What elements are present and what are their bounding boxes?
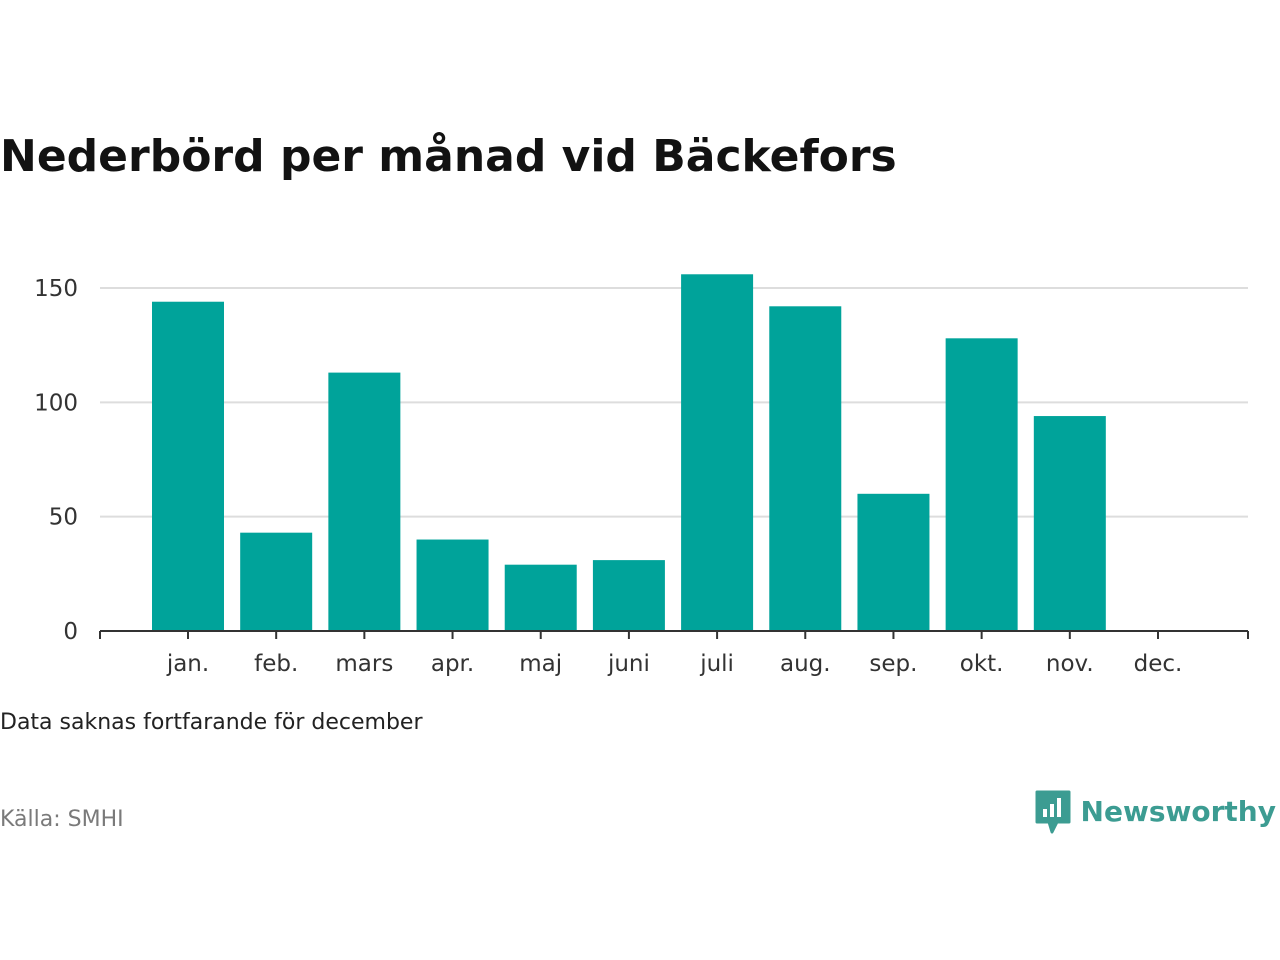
bar <box>681 274 754 631</box>
x-tick-label: feb. <box>254 651 298 677</box>
bar <box>416 539 489 631</box>
bar <box>328 372 401 631</box>
x-tick-label: juni <box>607 651 650 677</box>
y-tick-label: 50 <box>49 505 78 531</box>
x-axis-tick-labels: jan. feb. mars apr. maj juni juli aug. sep. okt. n… <box>166 651 1183 677</box>
y-axis-tick-labels: 0 50 100 150 <box>34 276 78 645</box>
x-tick-label: dec. <box>1134 651 1183 677</box>
brand-name: Newsworthy <box>1080 795 1276 828</box>
x-axis <box>99 630 1249 639</box>
y-tick-label: 150 <box>34 276 78 302</box>
bar-chart: 0 50 100 150 jan. feb. mars apr. maj juni juli aug… <box>34 274 1249 677</box>
y-tick-label: 0 <box>63 619 78 645</box>
x-tick-label: juli <box>699 651 734 677</box>
bar <box>152 301 224 631</box>
bar <box>1033 416 1106 631</box>
x-tick-label: aug. <box>780 651 831 677</box>
brand-logo: Newsworthy <box>1035 790 1276 834</box>
chart-note: Data saknas fortfarande för december <box>0 710 423 735</box>
x-tick-label: maj <box>519 651 562 677</box>
x-tick-label: mars <box>335 651 393 677</box>
bar <box>240 532 313 631</box>
y-tick-label: 100 <box>34 390 78 416</box>
x-tick-label: jan. <box>166 651 209 677</box>
x-tick-label: apr. <box>431 651 474 677</box>
bar-chart-speech-bubble-icon <box>1035 790 1071 834</box>
bar <box>769 306 842 631</box>
bar <box>592 560 665 631</box>
chart-title: Nederbörd per månad vid Bäckefors <box>0 131 897 182</box>
bar <box>504 564 577 631</box>
bar <box>945 338 1018 631</box>
x-tick-label: okt. <box>960 651 1004 677</box>
bar <box>857 493 930 631</box>
x-tick-label: nov. <box>1046 651 1094 677</box>
source-credit: Källa: SMHI <box>0 807 124 832</box>
bars <box>152 274 1106 631</box>
x-tick-label: sep. <box>869 651 917 677</box>
